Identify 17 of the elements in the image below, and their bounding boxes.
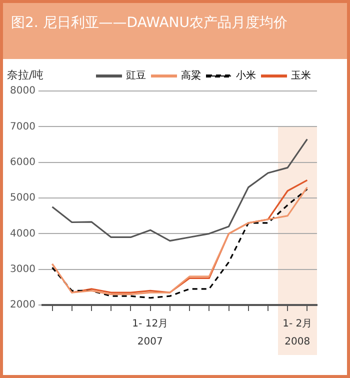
legend-label: 豇豆 [126,70,146,82]
text: 2007 [137,336,163,348]
y-tick-label: 5000 [10,192,36,204]
text: 2008 [284,336,310,348]
y-tick-label: 6000 [10,156,36,168]
text: 1- 12月 [132,318,168,330]
legend-label: 高粱 [181,70,201,82]
legend-label: 玉米 [291,70,311,82]
y-axis-title: 奈拉/吨 [7,68,44,82]
chart-title: 图2. 尼日利亚——DAWANU农产品月度均价 [3,3,347,59]
y-tick-label: 4000 [10,228,36,240]
y-tick-label: 8000 [10,86,36,97]
text: 1- 2月 [282,318,312,330]
legend-label: 小米 [236,70,256,82]
y-tick-label: 3000 [10,264,36,275]
y-tick-label: 7000 [10,121,36,132]
y-tick-label: 2000 [10,300,36,311]
